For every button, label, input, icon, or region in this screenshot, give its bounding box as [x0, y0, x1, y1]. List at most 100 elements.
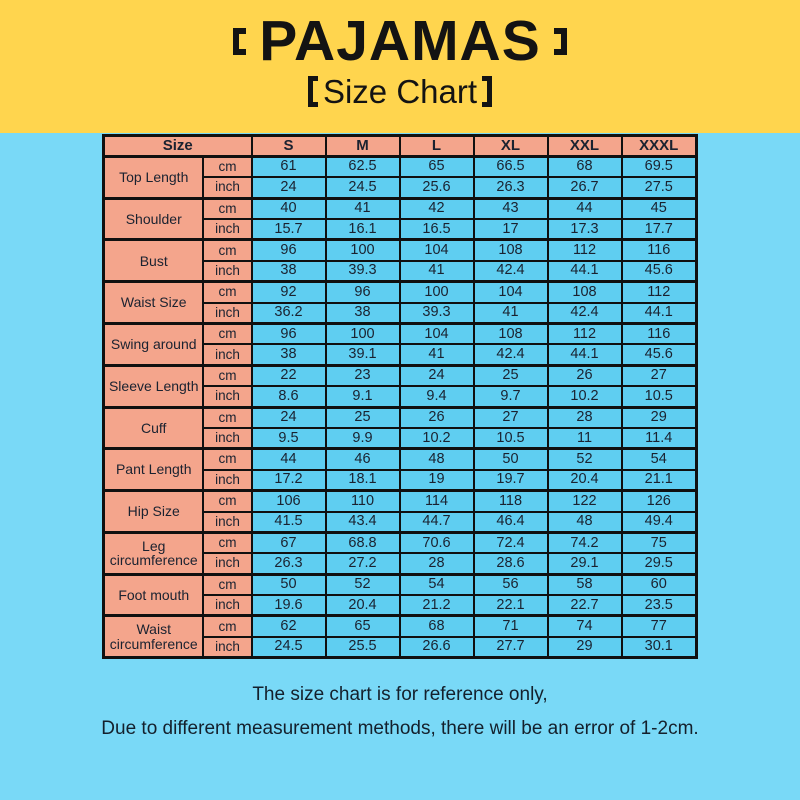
value-cell: 22.1	[472, 594, 549, 617]
value-cell: 74	[546, 614, 623, 638]
value-cell: 19.7	[472, 468, 549, 492]
value-cell: 44.7	[398, 510, 475, 534]
unit-cell-cm: cm	[202, 363, 253, 388]
value-cell: 22	[250, 363, 327, 388]
table-row-inch: inch 19.6 20.4 21.2 22.1 22.7 23.5	[103, 594, 698, 617]
value-cell: 23	[324, 363, 401, 388]
value-cell: 29.5	[620, 552, 698, 576]
value-cell: 24	[250, 405, 327, 429]
table-row-cm: Cuff cm 24 25 26 27 28 29	[102, 405, 698, 450]
value-cell: 68.8	[324, 530, 401, 555]
value-cell: 45.6	[620, 343, 698, 367]
footer-note-1: The size chart is for reference only,	[252, 684, 548, 706]
unit-cell-inch: inch	[202, 426, 253, 450]
unit-cell-inch: inch	[202, 510, 253, 534]
value-cell: 77	[620, 614, 698, 638]
value-cell: 29	[620, 405, 698, 429]
value-cell: 65	[398, 154, 475, 179]
unit-cell-cm: cm	[202, 154, 253, 179]
value-cell: 58	[546, 572, 623, 597]
size-col-header-m: M	[324, 134, 401, 158]
value-cell: 41	[324, 196, 401, 221]
unit-cell-inch: inch	[202, 468, 253, 492]
value-cell: 27	[472, 405, 549, 429]
table-row-inch: inch 8.6 9.1 9.4 9.7 10.2 10.5	[103, 385, 698, 409]
table-row-inch: inch 26.3 27.2 28 28.6 29.1 29.5	[103, 552, 698, 576]
value-cell: 41	[398, 259, 475, 283]
value-cell: 24	[398, 363, 475, 388]
value-cell: 21.2	[398, 594, 475, 617]
value-cell: 71	[472, 614, 549, 638]
value-cell: 45.6	[620, 259, 698, 283]
value-cell: 116	[620, 322, 698, 346]
value-cell: 54	[398, 572, 475, 597]
value-cell: 54	[620, 447, 698, 471]
value-cell: 9.7	[472, 385, 549, 409]
value-cell: 38	[324, 301, 401, 325]
value-cell: 44.1	[546, 343, 623, 367]
value-cell: 44.1	[620, 301, 698, 325]
table-row-cm: Sleeve Length cm 22 23 24 25 26 27	[102, 363, 698, 409]
unit-cell-inch: inch	[202, 635, 253, 659]
value-cell: 104	[472, 280, 549, 304]
value-cell: 43	[472, 196, 549, 221]
value-cell: 100	[398, 280, 475, 304]
value-cell: 26.6	[398, 635, 475, 659]
value-cell: 72.4	[472, 530, 549, 555]
value-cell: 9.4	[398, 385, 475, 409]
unit-cell-cm: cm	[202, 614, 253, 638]
value-cell: 108	[472, 322, 549, 346]
value-cell: 11	[546, 426, 623, 450]
row-label: Sleeve Length	[102, 363, 205, 409]
page-title: Size Chart	[307, 75, 493, 108]
table-row-cm: Waist Size cm 92 96 100 104 108 112	[102, 280, 698, 325]
main-content: Size S M L XL XXL XXXL Top Length cm 61 62.5 65 66.…	[0, 134, 800, 740]
value-cell: 52	[324, 572, 401, 597]
size-chart-wrap: Size S M L XL XXL XXXL Top Length cm 61 62.5 65 66.…	[0, 134, 800, 660]
value-cell: 65	[324, 614, 401, 638]
value-cell: 10.5	[472, 426, 549, 450]
value-cell: 25.5	[324, 635, 401, 659]
footer-note-2: Due to different measurement methods, th…	[101, 718, 699, 740]
unit-cell-inch: inch	[202, 176, 253, 200]
header-banner: PAJAMAS Size Chart	[0, 0, 800, 133]
table-row-cm: Leg circumference cm 67 68.8 70.6 72.4 74.2 75	[102, 530, 698, 576]
value-cell: 42.4	[472, 343, 549, 367]
unit-cell-inch: inch	[202, 301, 253, 325]
value-cell: 24.5	[250, 635, 327, 659]
table-row-inch: inch 38 39.1 41 42.4 44.1 45.6	[103, 343, 698, 367]
table-row-inch: inch 36.2 38 39.3 41 42.4 44.1	[103, 301, 698, 325]
table-row-inch: inch 41.5 43.4 44.7 46.4 48 49.4	[103, 510, 698, 534]
value-cell: 100	[324, 238, 401, 262]
value-cell: 62.5	[324, 154, 401, 179]
value-cell: 42.4	[472, 259, 549, 283]
value-cell: 29.1	[546, 552, 623, 576]
size-col-header-xxl: XXL	[546, 134, 623, 158]
value-cell: 39.1	[324, 343, 401, 367]
value-cell: 15.7	[250, 218, 327, 241]
value-cell: 61	[250, 154, 327, 179]
value-cell: 26.3	[472, 176, 549, 200]
value-cell: 40	[250, 196, 327, 221]
value-cell: 44	[250, 447, 327, 471]
value-cell: 41.5	[250, 510, 327, 534]
value-cell: 68	[398, 614, 475, 638]
value-cell: 96	[250, 322, 327, 346]
table-row-inch: inch 24.5 25.5 26.6 27.7 29 30.1	[103, 635, 698, 659]
value-cell: 18.1	[324, 468, 401, 492]
value-cell: 27.2	[324, 552, 401, 576]
size-col-header-xl: XL	[472, 134, 549, 158]
value-cell: 43.4	[324, 510, 401, 534]
value-cell: 16.5	[398, 218, 475, 241]
table-row-cm: Foot mouth cm 50 52 54 56 58 60	[102, 572, 698, 617]
table-row-cm: Waist circumference cm 62 65 68 71 74 77	[102, 614, 698, 659]
value-cell: 74.2	[546, 530, 623, 555]
value-cell: 45	[620, 196, 698, 221]
value-cell: 108	[472, 238, 549, 262]
value-cell: 67	[250, 530, 327, 555]
value-cell: 70.6	[398, 530, 475, 555]
row-label: Swing around	[102, 322, 205, 367]
value-cell: 96	[250, 238, 327, 262]
left-bracket-icon	[233, 27, 247, 55]
row-label: Leg circumference	[102, 530, 205, 576]
